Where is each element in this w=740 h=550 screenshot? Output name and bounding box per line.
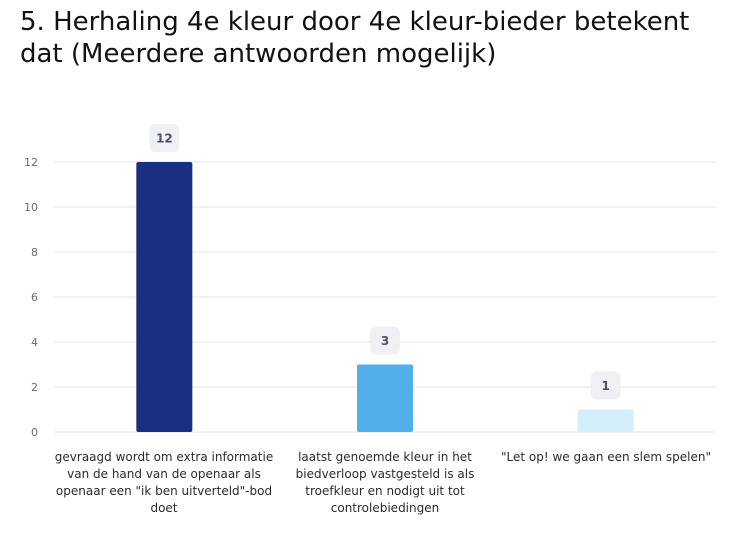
y-tick-label: 10 (24, 201, 38, 214)
bar (577, 409, 634, 432)
value-badge (370, 326, 400, 355)
chart-title: 5. Herhaling 4e kleur door 4e kleur-bied… (20, 7, 690, 69)
value-badge (590, 371, 621, 400)
category-label-1: gevraagd wordt om extra informatie van d… (54, 450, 274, 515)
value-badge (149, 124, 180, 152)
category-label-2: laatst genoemde kleur in het biedverloop… (295, 450, 475, 515)
y-tick-label: 0 (31, 426, 38, 439)
y-tick-label: 2 (31, 381, 38, 394)
y-tick-label: 12 (24, 156, 38, 169)
data-label: 1 (601, 379, 609, 393)
data-label: 12 (156, 132, 173, 146)
y-tick-label: 6 (31, 291, 38, 304)
y-tick-label: 4 (31, 336, 38, 349)
bar (136, 162, 193, 432)
data-label: 3 (381, 334, 389, 348)
category-label-3: "Let op! we gaan een slem spelen" (501, 450, 711, 464)
y-tick-label: 8 (31, 246, 38, 259)
bar (357, 364, 413, 432)
